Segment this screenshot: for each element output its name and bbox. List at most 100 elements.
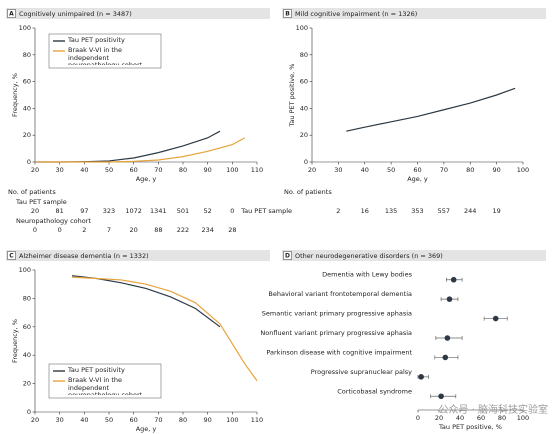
y-tick-label: 0 [27,408,31,416]
panel-header [6,250,270,261]
x-axis-label: Age, y [136,425,157,433]
y-tick-label: 100 [19,24,31,32]
legend-label: Tau PET positivity [68,367,125,374]
patients-count: 501 [177,207,189,215]
x-tick-label: 70 [154,416,162,424]
x-tick-label: 20 [435,414,443,422]
y-tick-label: 80 [23,294,31,302]
x-tick-label: 40 [456,414,464,422]
patients-count: 353 [411,207,423,215]
patients-count: 20 [31,207,39,215]
patients-count: 323 [103,207,115,215]
category-label: Parkinson disease with cognitive impairm… [266,348,412,356]
x-tick-label: 100 [226,416,238,424]
x-tick-label: 110 [251,166,263,174]
x-tick-label: 0 [416,414,420,422]
panel-header [6,8,270,19]
patients-count: 2 [336,207,340,215]
legend-entry: Tau PET positivity [68,37,125,44]
x-tick-label: 100 [517,414,529,422]
category-label: Corticobasal syndrome [337,387,412,395]
dot [438,393,444,400]
y-tick-label: 0 [27,158,31,166]
x-tick-label: 20 [308,166,316,174]
patients-count: 81 [56,207,64,215]
y-tick-label: 20 [23,131,31,139]
y-tick-label: 0 [304,158,308,166]
y-axis-label: Frequency, % [11,73,19,117]
x-tick-label: 50 [105,166,113,174]
y-axis-label: Tau PET positive, % [288,64,296,128]
panel-letter-box [7,9,16,18]
category-label: Behavioral variant frontotemporal dement… [268,290,412,298]
x-tick-label: 80 [179,416,187,424]
y-tick-label: 40 [23,351,31,359]
x-tick-label: 30 [56,416,64,424]
x-tick-label: 30 [56,166,64,174]
patients-title: No. of patients [8,188,56,196]
x-tick-label: 60 [130,416,138,424]
legend-label: Tau PET positivity [68,37,125,44]
x-tick-label: 60 [477,414,485,422]
panel-header [282,250,546,261]
panel-letter: B [285,11,290,18]
patients-count: 135 [385,207,397,215]
legend-box [48,363,162,399]
series-line [35,130,221,163]
x-tick-label: 50 [105,416,113,424]
y-tick-label: 60 [23,78,31,86]
patients-count: 97 [80,207,88,215]
x-tick-label: 40 [80,416,88,424]
patients-count: 234 [201,226,213,234]
dot [442,354,449,361]
x-tick-label: 100 [517,166,529,174]
legend-box [48,33,162,69]
legend-entry: Tau PET positivity [68,367,125,374]
patients-row-label: Neuropathology cohort [16,217,91,225]
x-tick-label: 70 [154,166,162,174]
panel-title: Mild cognitive impairment (n = 1326) [295,10,417,18]
panel-title: Other neurodegenerative disorders (n = 3… [295,252,443,260]
x-tick-label: 80 [466,166,474,174]
x-tick-label: 30 [334,166,342,174]
x-tick-label: 90 [492,166,500,174]
y-tick-label: 60 [23,323,31,331]
patients-count: 0 [230,207,234,215]
x-tick-label: 80 [498,414,506,422]
x-tick-label: 80 [179,166,187,174]
panel-title: Alzheimer disease dementia (n = 1332) [19,252,149,260]
category-label: Nonfluent variant primary progressive ap… [260,329,412,337]
y-tick-label: 100 [296,24,308,32]
patients-row-label: Tau PET sample [15,198,67,206]
dot [444,335,451,341]
y-tick-label: 40 [23,104,31,112]
patients-title: No. of patients [284,188,332,196]
patients-count: 0 [58,226,62,234]
y-tick-label: 20 [300,131,308,139]
series-line [346,87,516,132]
watermark: 公众号 · 脑海科技实验室 [438,403,548,416]
patients-count: 222 [177,226,189,234]
legend-label: Braak V-VI in the independent neuropatho… [68,377,143,395]
panel-letter: A [9,11,14,18]
panel-letter-box [7,251,16,260]
x-tick-label: 40 [80,166,88,174]
panel-header [282,8,546,19]
y-axis-label: Frequency, % [11,319,19,363]
x-tick-label: 20 [31,166,39,174]
patients-count: 16 [361,207,369,215]
dot [446,296,453,302]
panel-letter: C [9,253,14,260]
patients-count: 557 [438,207,450,215]
legend-label: Braak V-VI in the independent neuropatho… [68,47,143,65]
dot [492,315,499,322]
series-line [71,275,221,328]
series-line [71,276,258,382]
dot [418,374,424,380]
series-line [35,137,245,163]
x-tick-label: 50 [387,166,395,174]
panel-title: Cognitively unimpaired (n = 3487) [19,10,132,18]
panel-letter: D [285,253,290,260]
panel-letter-box [283,9,292,18]
